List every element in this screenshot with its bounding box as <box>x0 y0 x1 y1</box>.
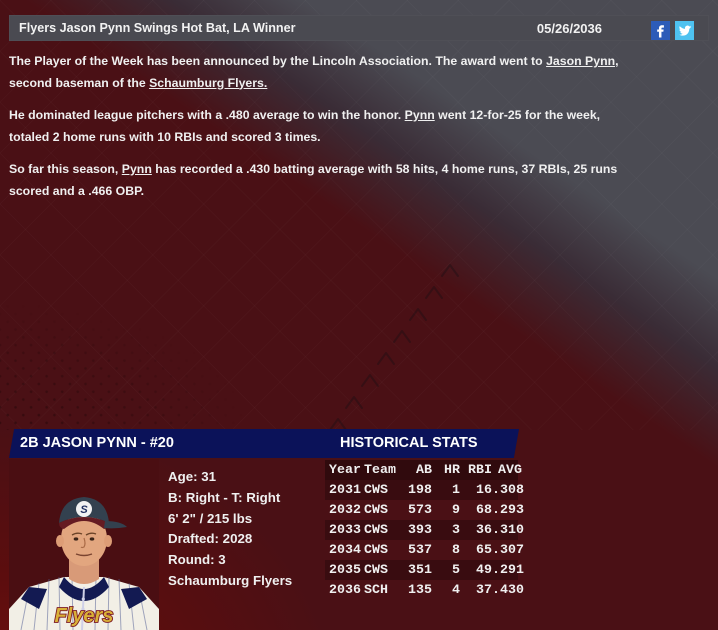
svg-text:S: S <box>80 504 88 516</box>
svg-text:Flyers: Flyers <box>55 605 114 627</box>
